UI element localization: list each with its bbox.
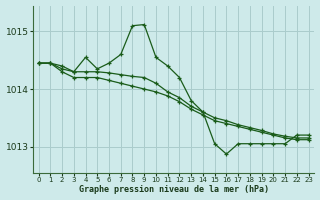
- X-axis label: Graphe pression niveau de la mer (hPa): Graphe pression niveau de la mer (hPa): [79, 185, 268, 194]
